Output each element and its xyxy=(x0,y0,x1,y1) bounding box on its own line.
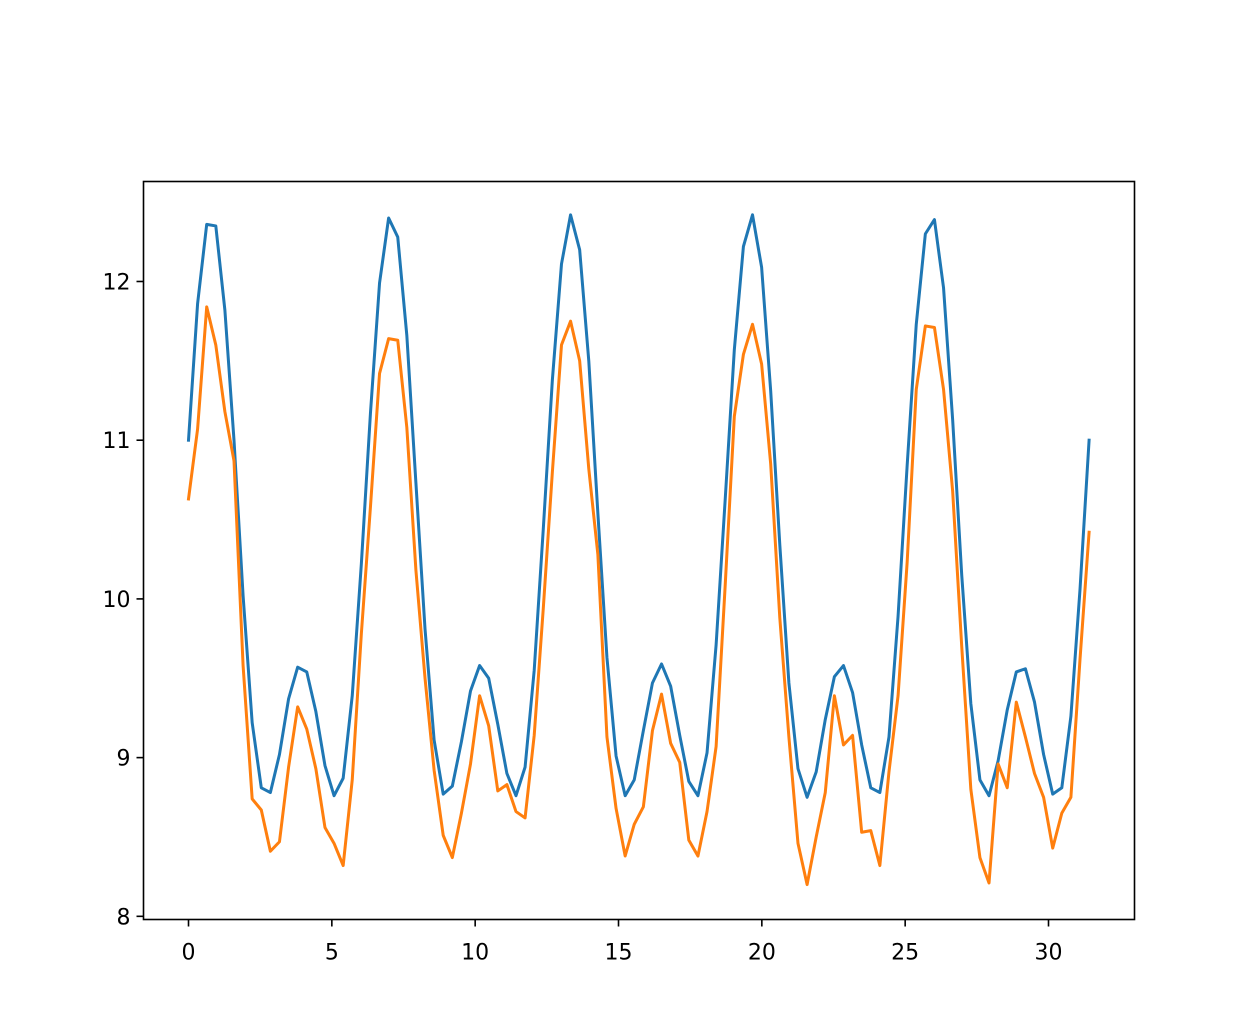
x-tick-label: 15 xyxy=(605,941,633,966)
x-tick-label: 30 xyxy=(1035,941,1063,966)
y-tick-label: 10 xyxy=(103,588,131,613)
y-tick-label: 11 xyxy=(103,429,131,454)
y-axis: 8 9 10 11 12 xyxy=(103,270,144,930)
series-layer xyxy=(186,213,1091,887)
x-tick-label: 25 xyxy=(891,941,919,966)
x-tick-label: 0 xyxy=(182,941,196,966)
x-tick-label: 5 xyxy=(325,941,339,966)
series-line-2 xyxy=(186,305,1091,887)
y-tick-label: 12 xyxy=(103,270,131,295)
series-line-1 xyxy=(186,213,1091,799)
y-tick-label: 8 xyxy=(117,905,131,930)
y-tick-label: 9 xyxy=(117,747,131,772)
x-axis: 0 5 10 15 20 25 30 xyxy=(182,919,1063,966)
x-tick-label: 10 xyxy=(461,941,489,966)
plot-frame xyxy=(142,180,1136,921)
x-tick-label: 20 xyxy=(748,941,776,966)
